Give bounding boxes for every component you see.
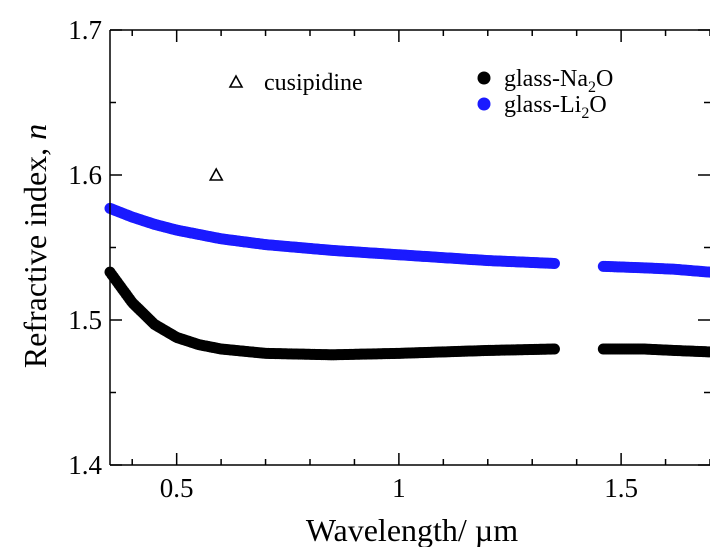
- series-glass-Na2O: [104, 266, 710, 361]
- series-cusipidine: [208, 167, 224, 181]
- y-tick-label: 1.5: [68, 305, 102, 335]
- data-point: [548, 257, 560, 269]
- x-tick-label: 0.5: [160, 473, 194, 503]
- x-tick-label: 1: [392, 473, 406, 503]
- plot-area: [104, 167, 710, 361]
- legend-marker-cusipidine: [228, 74, 244, 88]
- data-point: [704, 346, 710, 358]
- x-axis-title: Wavelength/ µm: [306, 512, 518, 547]
- data-point-triangle: [208, 167, 224, 181]
- data-point: [704, 266, 710, 278]
- y-tick-label: 1.6: [68, 160, 102, 190]
- legend-label-glass-Na2O: glass-Na2O: [504, 66, 613, 96]
- y-axis-title: Refractive index, n: [17, 124, 53, 368]
- legend-marker-glass-Li2O: [477, 97, 491, 111]
- axes: 0.5 1 1.5 1.4 1.5 1.6 1.7: [68, 15, 710, 503]
- legend-marker-glass-Na2O: [477, 71, 491, 85]
- series-glass-Li2O: [104, 202, 710, 278]
- y-tick-label: 1.4: [68, 450, 102, 480]
- y-tick-label: 1.7: [68, 15, 102, 45]
- legend-label-glass-Li2O: glass-Li2O: [504, 92, 607, 122]
- legend-label-cusipidine: cusipidine: [264, 70, 363, 96]
- data-point: [548, 343, 560, 355]
- x-tick-label: 1.5: [604, 473, 638, 503]
